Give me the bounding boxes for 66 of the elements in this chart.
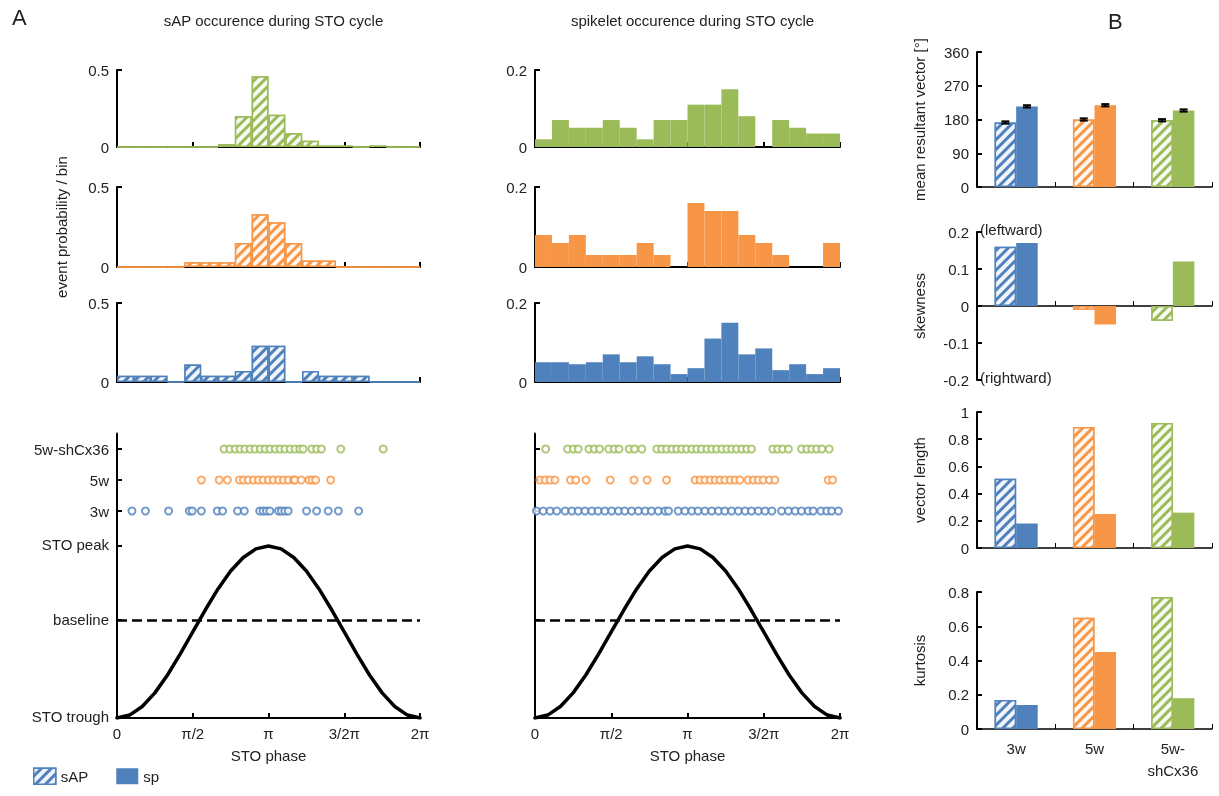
x-tick-label: 3w [1006,739,1026,757]
y-tick-label: 0.5 [88,178,109,196]
x-tick-label: 3/2π [328,725,360,742]
x-tick-label: 5w-shCx36 [1147,739,1199,779]
y-tick-label: 0 [100,138,109,156]
y-tick-label: 0.2 [506,294,527,312]
ref-line-label: baseline [53,611,109,629]
y-tick-label: 0 [100,258,109,276]
y-tick-label: 0.2 [948,512,969,530]
y-tick-label: 90 [952,144,969,162]
y-axis-title: event probability / bin [53,156,70,298]
x-tick-label: 2π [830,725,850,742]
y-tick-label: 5w-shCx36 [33,440,109,458]
y-tick-label: 5w [89,471,110,489]
y-tick-label: 0.4 [948,652,969,669]
x-tick-label: 5w [1084,739,1105,757]
y-tick-label: 0.2 [948,686,969,704]
x-tick-label: 3/2π [748,725,780,742]
y-tick-label: 0.5 [88,61,109,79]
y-tick-label: 360 [943,43,969,61]
y-axis-title: vector length [911,437,928,523]
y-tick-label: 0.8 [948,583,969,601]
x-tick-label: π [263,725,274,742]
y-tick-label: 0 [960,297,969,315]
annotation: (rightward) [980,369,1052,386]
y-tick-label: 0 [960,178,969,196]
y-tick-label: 0 [100,373,109,391]
chart-title: sAP occurence during STO cycle [163,12,384,29]
y-axis-title: kurtosis [911,634,928,687]
y-tick-label: 1 [960,403,969,421]
y-tick-label: 0 [518,258,527,276]
legend-label: sAP [60,767,89,785]
y-tick-label: 0.2 [506,178,527,196]
y-tick-label: 0 [960,539,969,557]
text: STO peak [41,536,110,553]
x-tick-label: 0 [112,725,122,742]
y-tick-label: -0.1 [943,334,969,352]
y-tick-label: 0.1 [948,260,969,278]
chart-title: spikelet occurence during STO cycle [570,12,815,29]
y-tick-label: 180 [943,111,969,128]
y-tick-label: 0.6 [948,457,969,475]
y-tick-label: 270 [943,77,969,95]
text: B [1108,8,1123,34]
y-axis-title: mean resultant vector [°] [911,38,928,201]
x-tick-label: π [682,725,693,742]
text: A [12,4,27,30]
y-tick-label: 0.6 [948,617,969,635]
y-tick-label: 0.5 [88,294,109,312]
y-tick-label: 0.4 [948,485,969,503]
y-tick-label: 0.2 [948,223,969,241]
y-axis-title: skewness [911,273,928,339]
x-tick-label: 2π [410,725,430,742]
annotation: (leftward) [980,221,1043,238]
y-tick-label: 0.8 [948,430,969,448]
legend-label: sp [143,767,160,785]
y-tick-label: -0.2 [943,371,969,389]
y-tick-label: 3w [89,502,110,520]
x-axis-title: STO phase [230,747,307,764]
y-tick-label: 0 [518,373,527,391]
text: STO trough [31,708,109,725]
y-tick-label: 0 [518,138,527,156]
x-tick-label: π/2 [599,725,623,742]
x-tick-label: 0 [530,725,540,742]
x-tick-label: π/2 [181,725,205,742]
y-tick-label: 0.2 [506,61,527,79]
x-axis-title: STO phase [649,747,726,764]
